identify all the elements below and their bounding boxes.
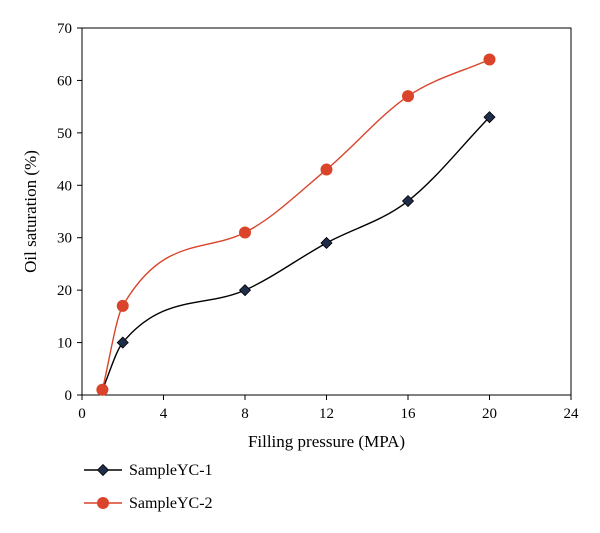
series-line-1 (101, 116, 491, 391)
x-tick-label: 16 (401, 406, 417, 422)
y-tick-label: 10 (57, 336, 72, 352)
legend-marker (97, 497, 109, 509)
legend: SampleYC-1 SampleYC-2 (84, 462, 213, 512)
x-tick-label: 24 (564, 406, 580, 422)
legend-label: SampleYC-1 (129, 462, 213, 479)
data-point-series-1 (483, 111, 496, 124)
x-tick-label: 8 (241, 406, 249, 422)
y-axis-ticks: 0 10 20 30 40 50 60 70 (57, 21, 82, 404)
y-tick-label: 40 (57, 178, 72, 194)
data-point-series-1 (320, 236, 333, 250)
y-axis-label: Oil saturation (%) (21, 150, 40, 273)
data-point-series-1 (116, 336, 129, 349)
y-tick-label: 0 (65, 388, 73, 404)
data-point-series-2 (116, 299, 129, 312)
data-point-series-1 (238, 284, 252, 297)
x-tick-label: 20 (482, 406, 497, 422)
x-tick-label: 0 (78, 406, 86, 422)
plot-area-border (81, 27, 572, 396)
data-point-series-2 (402, 90, 414, 103)
data-point-series-2 (320, 163, 333, 176)
series-line-2 (101, 58, 490, 390)
y-tick-label: 30 (57, 231, 72, 247)
series-lines (101, 58, 491, 391)
plot-frame (81, 27, 572, 396)
data-point-series-2 (483, 53, 496, 66)
y-tick-label: 70 (57, 21, 72, 37)
data-point-series-1 (401, 194, 415, 208)
y-tick-label: 20 (57, 283, 72, 299)
x-tick-label: 12 (319, 406, 334, 422)
y-tick-label: 50 (57, 126, 72, 142)
legend-marker (96, 463, 110, 477)
data-point-series-2 (239, 226, 251, 239)
x-tick-label: 4 (160, 406, 168, 422)
x-axis-ticks: 0 4 8 12 16 20 24 (78, 395, 579, 422)
series-markers (96, 53, 496, 396)
legend-label: SampleYC-2 (129, 495, 213, 512)
y-tick-label: 60 (57, 73, 72, 89)
x-axis-label: Filling pressure (MPA) (248, 432, 405, 451)
data-point-series-2 (96, 383, 109, 396)
